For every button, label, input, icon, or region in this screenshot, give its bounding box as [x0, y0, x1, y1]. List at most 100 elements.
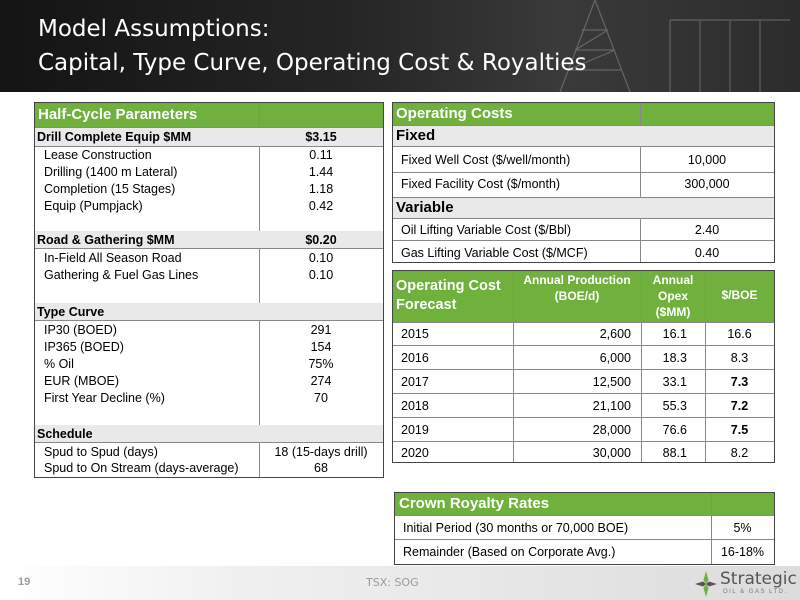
row-label: Road & Gathering $MM — [37, 233, 175, 247]
table-header-label: Operating Costs — [396, 105, 513, 122]
row-label: First Year Decline (%) — [44, 391, 165, 405]
row-value: 75% — [308, 357, 334, 371]
production-cell: 30,000 — [592, 446, 631, 460]
divider — [35, 146, 383, 147]
row-value: 68 — [314, 461, 328, 475]
year-cell: 2020 — [401, 446, 429, 460]
row-value: 5% — [733, 521, 752, 535]
divider — [35, 248, 383, 249]
logo-wordmark: Strategic — [720, 569, 797, 589]
slide-title-line-2: Capital, Type Curve, Operating Cost & Ro… — [38, 50, 587, 76]
row-label: Oil Lifting Variable Cost ($/Bbl) — [401, 223, 571, 237]
row-label: IP30 (BOED) — [44, 323, 117, 337]
divider — [393, 369, 774, 370]
row-value: 10,000 — [687, 153, 727, 167]
col-header-boe: $/BOE — [721, 288, 758, 302]
table-header-label: Crown Royalty Rates — [399, 495, 550, 512]
oil-rig-background-icon — [559, 0, 790, 92]
divider — [395, 539, 774, 540]
crown-royalty-rates-table: Crown Royalty Rates Initial Period (30 m… — [394, 492, 775, 565]
row-value: 300,000 — [684, 177, 730, 191]
table-header: Crown Royalty Rates — [395, 493, 774, 515]
row-value: 0.11 — [309, 148, 333, 162]
table-header: Half-Cycle Parameters — [35, 103, 383, 127]
row-label: Spud to Spud (days) — [44, 445, 158, 459]
year-cell: 2017 — [401, 375, 429, 389]
column-divider — [705, 271, 706, 462]
column-divider — [259, 103, 260, 477]
row-value: 274 — [310, 374, 332, 388]
row-value: 154 — [310, 340, 332, 354]
row-value: $3.15 — [305, 130, 337, 144]
row-label: % Oil — [44, 357, 74, 371]
fixed-section-label: Fixed — [396, 127, 436, 144]
divider — [393, 417, 774, 418]
row-value: 1.44 — [308, 165, 334, 179]
production-cell: 12,500 — [592, 375, 631, 389]
divider — [395, 515, 774, 516]
divider — [35, 320, 383, 321]
divider — [35, 127, 383, 128]
divider — [393, 441, 774, 442]
row-label: Type Curve — [37, 305, 105, 319]
half-cycle-parameters-table: Half-Cycle Parameters Drill Complete Equ… — [34, 102, 384, 478]
production-cell: 2,600 — [599, 327, 631, 341]
divider — [393, 322, 774, 323]
row-label: Initial Period (30 months or 70,000 BOE) — [403, 521, 629, 535]
row-value: $0.20 — [305, 233, 337, 247]
row-value: 0.42 — [308, 199, 334, 213]
col-header-production: Annual Production (BOE/d) — [523, 273, 631, 303]
row-value: 0.40 — [694, 246, 720, 260]
divider — [393, 146, 774, 147]
row-value: 0.10 — [308, 251, 334, 265]
row-label: Fixed Facility Cost ($/month) — [401, 177, 561, 191]
row-label: IP365 (BOED) — [44, 340, 124, 354]
production-cell: 28,000 — [592, 423, 631, 437]
divider — [35, 442, 383, 443]
table-header — [393, 271, 774, 322]
section-band — [393, 125, 774, 146]
row-label: Drilling (1400 m Lateral) — [44, 165, 178, 179]
title-bar: Model Assumptions: Capital, Type Curve, … — [0, 0, 800, 92]
opex-cell: 18.3 — [662, 351, 687, 365]
row-value: 18 (15-days drill) — [274, 445, 368, 459]
boe-cell: 8.3 — [730, 351, 749, 365]
column-divider — [711, 493, 712, 564]
row-label: Gas Lifting Variable Cost ($/MCF) — [401, 246, 588, 260]
row-label: Spud to On Stream (days-average) — [44, 461, 239, 475]
row-label: Equip (Pumpjack) — [44, 199, 143, 213]
slide-footer: 19 TSX: SOG Strategic OIL & GAS LTD. — [0, 566, 800, 600]
column-divider — [640, 103, 641, 262]
row-label: Fixed Well Cost ($/well/month) — [401, 153, 571, 167]
opex-cell: 88.1 — [662, 446, 687, 460]
divider — [393, 393, 774, 394]
logo-tagline: OIL & GAS LTD. — [723, 589, 788, 595]
row-value: 1.18 — [308, 182, 334, 196]
row-label: EUR (MBOE) — [44, 374, 119, 388]
col-header-opex: Annual Opex ($MM) — [652, 273, 694, 319]
operating-costs-table: Operating Costs Fixed Fixed Well Cost ($… — [392, 102, 775, 263]
row-label: In-Field All Season Road — [44, 251, 182, 265]
row-label: Gathering & Fuel Gas Lines — [44, 268, 199, 282]
year-cell: 2018 — [401, 399, 429, 413]
divider — [393, 172, 774, 173]
boe-cell: 16.6 — [727, 327, 752, 341]
row-value: 16-18% — [720, 545, 765, 559]
row-value: 0.10 — [308, 268, 334, 282]
section-band — [35, 231, 383, 248]
section-band — [35, 425, 383, 442]
section-band — [393, 197, 774, 218]
table-header: Operating Costs — [393, 103, 774, 125]
row-value: 291 — [310, 323, 332, 337]
production-cell: 6,000 — [599, 351, 631, 365]
divider — [393, 345, 774, 346]
row-label: Drill Complete Equip $MM — [37, 130, 192, 144]
section-band — [35, 303, 383, 320]
table-header-label: Half-Cycle Parameters — [38, 106, 198, 123]
page-number: 19 — [18, 576, 31, 588]
divider — [393, 125, 774, 126]
opex-cell: 55.3 — [662, 399, 687, 413]
boe-cell: 7.3 — [730, 375, 749, 389]
column-divider — [513, 271, 514, 462]
strategic-logo-icon — [695, 571, 717, 597]
